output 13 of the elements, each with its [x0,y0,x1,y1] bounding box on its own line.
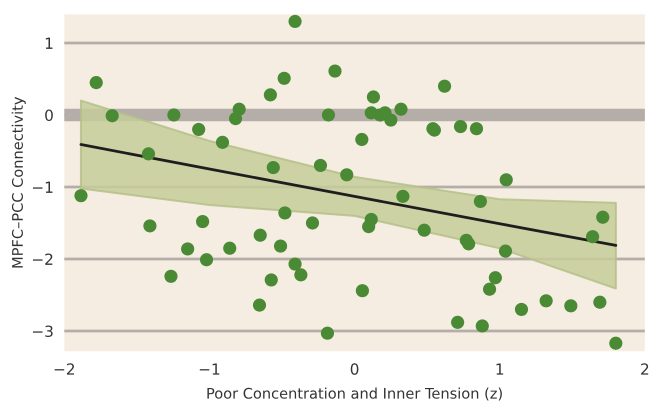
x-axis-title: Poor Concentration and Inner Tension (z) [207,388,502,401]
line-series [80,143,618,247]
x-tick-label: −1 [200,363,220,375]
y-tick-label: 0 [45,109,53,122]
x-tick-label: 0 [350,363,358,375]
x-tick-label: −2 [54,363,74,375]
y-axis-title: MPFC–PCC Connectivity [12,96,26,268]
x-tick-label: 2 [641,363,648,375]
y-tick-label: 1 [46,38,52,49]
y-tick-label: −1 [32,182,52,193]
y-tick-label: −2 [32,253,52,265]
y-tick-label: −3 [32,325,53,338]
x-tick-label: 1 [496,363,504,375]
